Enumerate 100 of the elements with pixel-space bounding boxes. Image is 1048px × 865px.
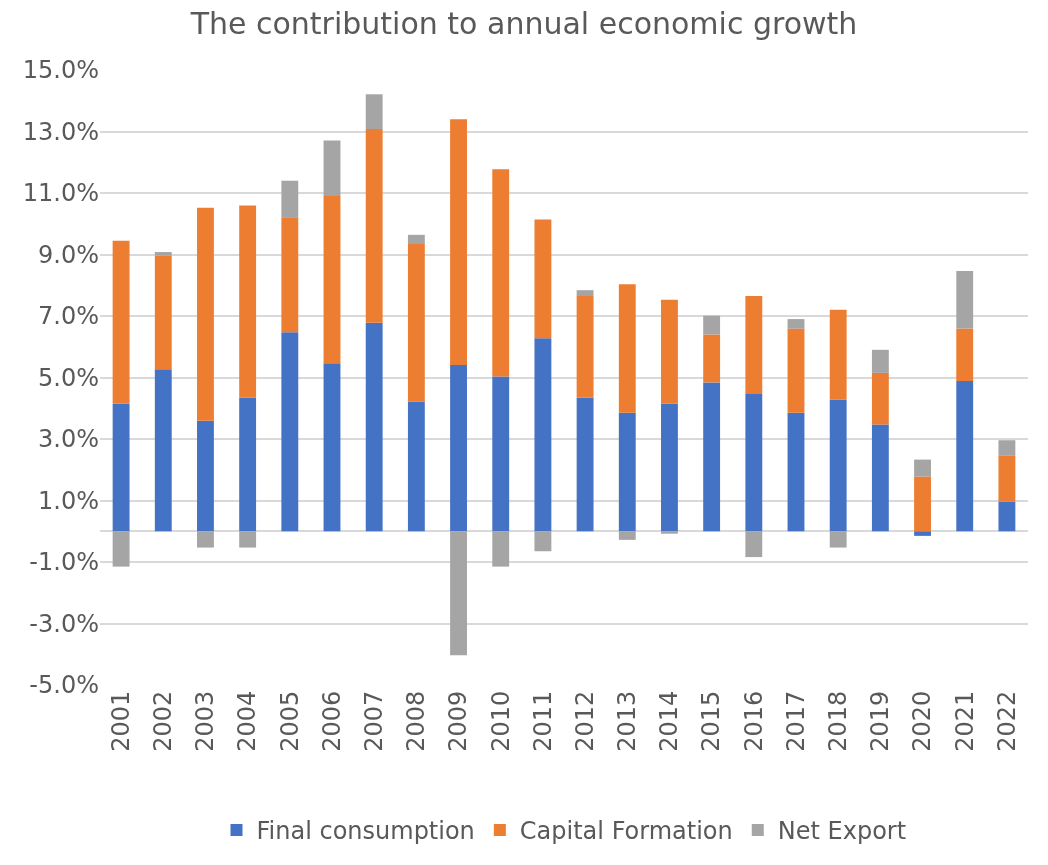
x-tick-label: 2020 xyxy=(908,690,937,752)
bar xyxy=(534,219,552,339)
bar xyxy=(914,531,931,536)
bar xyxy=(197,420,214,532)
x-tick-label: 2015 xyxy=(697,690,726,752)
bar xyxy=(407,244,425,402)
x-tick-label: 2007 xyxy=(359,690,388,752)
bar xyxy=(492,531,510,567)
bar xyxy=(956,328,974,381)
legend-label: Net Export xyxy=(777,817,907,846)
bar xyxy=(661,403,678,532)
bar xyxy=(745,394,763,532)
x-tick-label: 2017 xyxy=(781,690,810,752)
y-tick-label: 3.0% xyxy=(38,425,99,454)
x-tick-label: 2004 xyxy=(233,690,262,752)
bar xyxy=(492,169,510,377)
x-tick-label: 2014 xyxy=(655,690,684,752)
bar xyxy=(703,334,721,383)
bar xyxy=(365,129,383,323)
x-tick-label: 2021 xyxy=(950,690,979,752)
bar xyxy=(281,332,299,532)
bar xyxy=(239,397,257,532)
x-tick-label: 2001 xyxy=(106,690,135,752)
bar xyxy=(998,501,1016,532)
bar xyxy=(576,290,594,297)
x-tick-label: 2009 xyxy=(444,690,473,752)
bar xyxy=(787,319,805,329)
y-tick-label: 7.0% xyxy=(38,302,99,331)
bar xyxy=(618,284,636,413)
bar xyxy=(661,531,678,534)
x-tick-label: 2006 xyxy=(317,690,346,752)
bar xyxy=(576,397,594,532)
bar xyxy=(998,440,1016,456)
bar xyxy=(197,531,214,548)
bar xyxy=(492,376,510,532)
bar xyxy=(112,240,130,404)
x-tick-label: 2010 xyxy=(486,690,515,752)
x-tick-label: 2018 xyxy=(823,690,852,752)
y-tick-label: 13.0% xyxy=(22,117,99,146)
bar xyxy=(829,531,847,548)
bar xyxy=(787,328,805,413)
y-tick-label: 1.0% xyxy=(38,486,99,515)
bar xyxy=(914,459,931,477)
bar xyxy=(703,315,721,335)
bar xyxy=(871,372,889,425)
bar xyxy=(154,369,172,532)
bar xyxy=(323,363,341,532)
y-tick-label: 5.0% xyxy=(38,363,99,392)
bar xyxy=(407,401,425,532)
bar xyxy=(618,412,636,532)
x-tick-label: 2012 xyxy=(570,690,599,752)
bar xyxy=(576,296,594,398)
x-tick-label: 2005 xyxy=(275,690,304,752)
bar xyxy=(323,196,341,364)
chart-title: The contribution to annual economic growth xyxy=(189,5,858,41)
legend-label: Capital Formation xyxy=(519,817,733,846)
bar xyxy=(871,424,889,532)
bar xyxy=(239,531,257,548)
x-tick-label: 2008 xyxy=(402,690,431,752)
x-tick-label: 2019 xyxy=(866,690,895,752)
bar xyxy=(407,234,425,245)
bar xyxy=(239,205,257,398)
bar xyxy=(745,531,763,558)
bar xyxy=(914,476,931,532)
bar xyxy=(154,255,172,370)
y-tick-label: 11.0% xyxy=(22,179,99,208)
bar xyxy=(534,531,552,552)
bar xyxy=(450,531,467,656)
bar xyxy=(197,207,214,421)
bar xyxy=(154,252,172,256)
legend-label: Final consumption xyxy=(256,817,475,846)
bar xyxy=(112,403,130,532)
bar xyxy=(365,322,383,532)
bar xyxy=(829,309,847,400)
bar xyxy=(112,531,130,567)
x-tick-label: 2013 xyxy=(613,690,642,752)
bar xyxy=(281,217,299,333)
y-tick-label: 15.0% xyxy=(22,56,99,85)
y-tick-label: 9.0% xyxy=(38,240,99,269)
bar xyxy=(956,271,974,329)
bar xyxy=(281,180,299,218)
x-tick-label: 2016 xyxy=(739,690,768,752)
bar xyxy=(998,455,1016,502)
bar xyxy=(450,364,467,532)
bar xyxy=(829,399,847,532)
x-tick-label: 2022 xyxy=(992,690,1021,752)
y-tick-label: -1.0% xyxy=(29,548,99,577)
bar xyxy=(871,349,889,373)
bar xyxy=(661,299,678,404)
x-tick-label: 2003 xyxy=(191,690,220,752)
y-tick-label: -3.0% xyxy=(29,609,99,638)
bar xyxy=(365,94,383,130)
bar xyxy=(534,338,552,532)
bar xyxy=(618,531,636,540)
x-tick-label: 2002 xyxy=(149,690,178,752)
bar xyxy=(787,412,805,532)
bar xyxy=(450,119,467,365)
bar xyxy=(745,296,763,395)
bar xyxy=(323,140,341,197)
bar xyxy=(703,382,721,532)
